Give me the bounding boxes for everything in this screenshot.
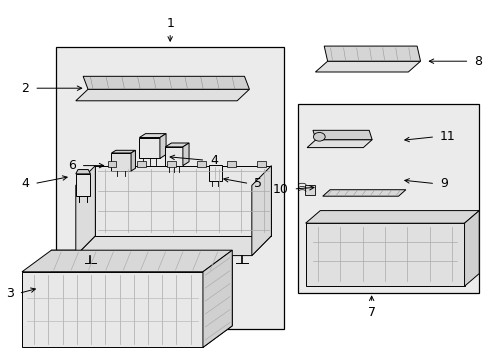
Text: 3: 3 [6,287,14,300]
Polygon shape [160,134,166,158]
Polygon shape [76,166,95,256]
Text: 8: 8 [473,55,481,68]
Text: 5: 5 [254,177,262,190]
Bar [305,223,464,286]
Polygon shape [139,134,166,138]
Bar [76,174,90,196]
Bar [107,161,116,167]
Polygon shape [251,166,271,256]
Bar [56,47,283,329]
Text: 2: 2 [21,82,29,95]
Bar [226,161,235,167]
Polygon shape [22,250,232,272]
Bar [256,161,265,167]
Text: 9: 9 [439,177,447,190]
Text: 10: 10 [272,183,288,195]
Bar [165,147,183,166]
Polygon shape [22,272,203,347]
Bar [209,165,221,181]
Polygon shape [183,143,189,166]
Polygon shape [315,61,420,72]
Bar [139,138,160,158]
Text: 4: 4 [210,154,218,167]
Polygon shape [83,76,249,89]
Circle shape [313,132,325,141]
Bar [111,153,131,171]
Text: 7: 7 [367,296,375,319]
Polygon shape [95,166,271,236]
Polygon shape [76,89,249,101]
Bar [137,161,146,167]
Polygon shape [312,130,371,140]
Text: 4: 4 [21,177,29,190]
Polygon shape [76,236,271,256]
Bar [197,161,205,167]
Polygon shape [111,150,135,153]
Bar [298,104,478,293]
Text: 6: 6 [68,159,76,172]
Polygon shape [322,190,405,196]
Bar [167,161,176,167]
Polygon shape [51,250,232,347]
Polygon shape [324,46,420,61]
Polygon shape [165,143,189,147]
Polygon shape [131,150,135,171]
Bar [304,185,315,195]
Text: 1: 1 [166,17,174,41]
Polygon shape [76,170,90,174]
Polygon shape [305,211,478,223]
Polygon shape [203,250,232,347]
Text: 11: 11 [439,130,455,143]
Polygon shape [464,211,478,286]
Polygon shape [306,140,371,148]
